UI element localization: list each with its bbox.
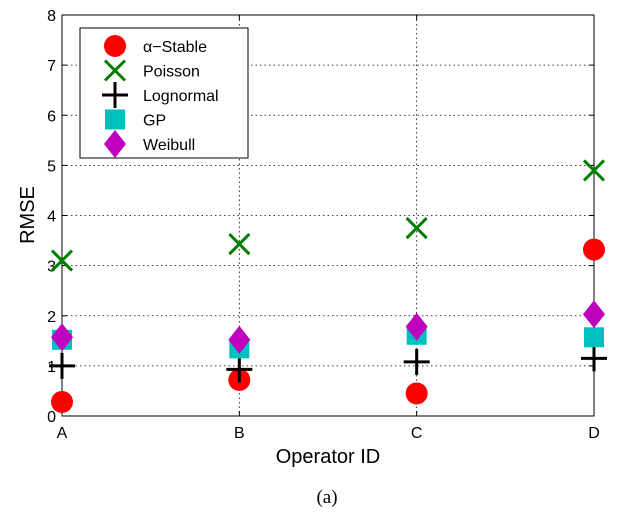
y-tick-label: 7 [47, 58, 56, 75]
legend-label: α−Stable [143, 39, 207, 56]
legend-marker-square [105, 109, 125, 130]
legend-label: Lognormal [143, 88, 219, 105]
legend-marker-plus [102, 82, 128, 108]
point-circle-c [405, 382, 428, 405]
y-tick-label: 0 [47, 409, 56, 426]
y-axis-label: RMSE [17, 186, 39, 244]
legend: α−Stable Poisson Lognormal GP Weibull [79, 27, 249, 159]
point-circle-a [51, 390, 73, 413]
point-x-d [582, 159, 606, 182]
point-diamond-a [51, 323, 73, 352]
data-points [49, 159, 607, 413]
y-tick-label: 5 [47, 158, 56, 175]
point-diamond-c [405, 312, 428, 341]
y-tick-label: 6 [47, 108, 56, 125]
point-plus-b [226, 356, 253, 383]
y-tick-label: 2 [47, 309, 56, 326]
point-diamond-d [583, 300, 605, 329]
point-circle-d [583, 238, 605, 261]
y-tick-label: 3 [47, 259, 56, 276]
point-plus-c [403, 348, 430, 375]
point-x-a [50, 249, 74, 272]
x-tick-label: B [234, 425, 245, 442]
point-plus-d [581, 345, 607, 372]
legend-marker-circle [104, 35, 126, 57]
legend-marker-x [103, 59, 127, 82]
point-plus-a [49, 352, 75, 379]
legend-marker-diamond [104, 130, 126, 158]
x-tick-label: C [411, 425, 423, 442]
legend-label: Weibull [143, 137, 195, 154]
legend-label: Poisson [143, 64, 200, 81]
y-tick-label: 8 [47, 8, 56, 25]
x-tick-label: A [57, 425, 68, 442]
point-x-c [405, 216, 428, 240]
point-diamond-b [228, 325, 251, 354]
legend-label: GP [143, 113, 166, 130]
x-tick-label: D [588, 425, 600, 442]
point-x-b [228, 233, 251, 256]
y-tick-label: 4 [47, 209, 56, 226]
point-square-d [584, 327, 604, 348]
figure-caption: (a) [316, 487, 337, 508]
x-axis-label: Operator ID [276, 446, 380, 468]
